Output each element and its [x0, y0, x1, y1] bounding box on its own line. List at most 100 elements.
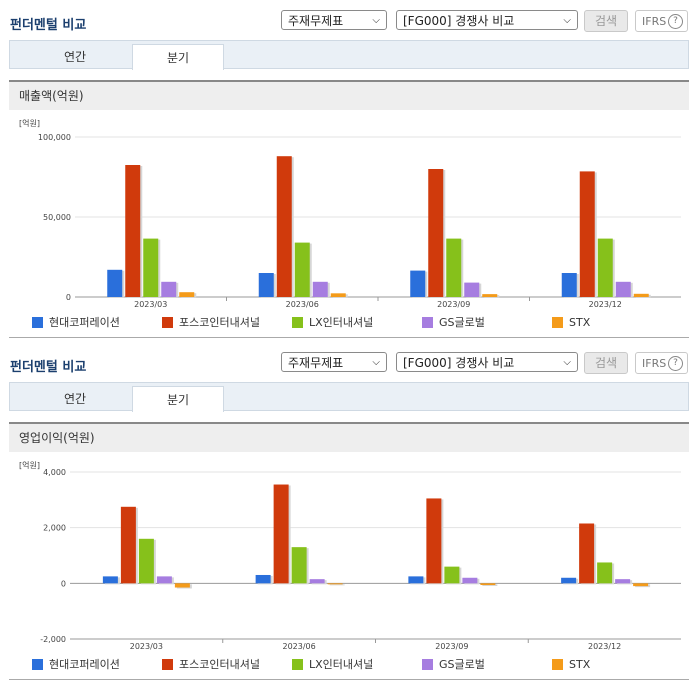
x-tick-label: 2023/03: [134, 300, 167, 309]
x-tick-label: 2023/06: [283, 642, 316, 651]
bar[interactable]: [125, 165, 141, 297]
bar[interactable]: [633, 293, 649, 297]
chart-legend: 현대코퍼레이션 포스코인터내셔널 LX인터내셔널 GS글로벌 STX: [9, 315, 689, 331]
legend-swatch: [32, 317, 43, 328]
bar[interactable]: [276, 156, 292, 297]
bar[interactable]: [179, 292, 195, 297]
bar[interactable]: [561, 273, 577, 297]
bar[interactable]: [579, 523, 595, 584]
x-tick-label: 2023/12: [589, 300, 622, 309]
statement-type-select[interactable]: 주재무제표 ⌵: [281, 10, 387, 30]
bar[interactable]: [426, 498, 442, 584]
x-tick-label: 2023/12: [588, 642, 621, 651]
operating-profit-chart-svg: [억원] -2,000 0 2,000 4,000 2023/03 2023/06 2023/…: [19, 460, 681, 651]
bar[interactable]: [102, 576, 118, 584]
bar[interactable]: [428, 169, 444, 297]
bar[interactable]: [633, 583, 649, 587]
legend-label: LX인터내셔널: [309, 658, 374, 671]
chart-title: 영업이익(억원): [9, 422, 689, 452]
y-tick-label: 50,000: [43, 213, 71, 222]
period-tabs: 연간 분기: [9, 382, 689, 412]
legend-label: STX: [569, 316, 591, 329]
statement-type-value: 주재무제표: [288, 356, 344, 370]
chart-title: 매출액(억원): [9, 80, 689, 110]
tab-quarterly[interactable]: 분기: [132, 44, 224, 70]
bar[interactable]: [597, 562, 613, 584]
y-tick-label: 100,000: [38, 133, 71, 142]
legend-label: 현대코퍼레이션: [49, 316, 120, 329]
bar[interactable]: [579, 171, 595, 297]
bar[interactable]: [174, 583, 190, 588]
ifrs-label: IFRS: [642, 357, 667, 370]
help-icon[interactable]: ?: [668, 356, 683, 371]
bar[interactable]: [410, 270, 426, 297]
peer-group-select[interactable]: [FG000] 경쟁사 비교 ⌵: [396, 352, 578, 372]
bar[interactable]: [444, 566, 460, 584]
bar[interactable]: [330, 293, 346, 297]
x-tick-label: 2023/09: [435, 642, 468, 651]
bar[interactable]: [255, 574, 271, 584]
legend-label: 포스코인터내셔널: [179, 658, 260, 671]
search-button[interactable]: 검색: [584, 10, 628, 32]
legend-swatch: [552, 317, 563, 328]
section-title: 펀더멘털 비교: [10, 360, 87, 375]
legend-swatch: [422, 317, 433, 328]
bar[interactable]: [107, 269, 123, 297]
sales-chart-svg: [억원] 0 50,000 100,000 2023/03 2023/06 2023/09 2…: [19, 118, 681, 309]
bar[interactable]: [464, 282, 480, 297]
bar[interactable]: [327, 583, 343, 585]
ifrs-label: IFRS: [642, 15, 667, 28]
bar[interactable]: [615, 281, 631, 297]
bar-shadow: [482, 584, 498, 587]
section-title: 펀더멘털 비교: [10, 18, 87, 33]
bar[interactable]: [294, 242, 310, 297]
bar[interactable]: [408, 576, 424, 584]
bar[interactable]: [143, 238, 159, 297]
fundamental-compare-section-sales: 펀더멘털 비교 주재무제표 ⌵ [FG000] 경쟁사 비교 ⌵ 검색 IFRS…: [9, 10, 689, 338]
tab-quarterly[interactable]: 분기: [132, 386, 224, 412]
chart-legend: 현대코퍼레이션 포스코인터내셔널 LX인터내셔널 GS글로벌 STX: [9, 657, 689, 673]
tab-annual[interactable]: 연간: [63, 392, 87, 406]
bar[interactable]: [291, 547, 307, 584]
chevron-down-icon: ⌵: [372, 357, 380, 368]
x-tick-label: 2023/09: [437, 300, 470, 309]
statement-type-select[interactable]: 주재무제표 ⌵: [281, 352, 387, 372]
bar[interactable]: [161, 281, 177, 297]
y-tick-label: 2,000: [43, 524, 66, 533]
help-icon[interactable]: ?: [668, 14, 683, 29]
bar[interactable]: [156, 576, 172, 584]
legend-label: STX: [569, 658, 591, 671]
tab-annual[interactable]: 연간: [63, 50, 87, 64]
legend-swatch: [552, 659, 563, 670]
peer-group-select[interactable]: [FG000] 경쟁사 비교 ⌵: [396, 10, 578, 30]
bar[interactable]: [309, 579, 325, 584]
y-tick-label: 4,000: [43, 468, 66, 477]
legend-swatch: [422, 659, 433, 670]
bar[interactable]: [597, 238, 613, 297]
bar[interactable]: [561, 577, 577, 584]
ifrs-button[interactable]: IFRS ?: [635, 10, 688, 32]
bar[interactable]: [480, 583, 496, 586]
bar[interactable]: [462, 577, 478, 584]
search-button[interactable]: 검색: [584, 352, 628, 374]
legend-label: GS글로벌: [439, 658, 485, 671]
peer-group-value: [FG000] 경쟁사 비교: [403, 14, 515, 28]
bar[interactable]: [312, 281, 328, 297]
bar[interactable]: [482, 294, 498, 297]
operating-profit-chart: [억원] -2,000 0 2,000 4,000 2023/03 2023/06 2023/…: [9, 452, 689, 680]
bar[interactable]: [138, 538, 154, 584]
fundamental-compare-section-operating-profit: 펀더멘털 비교 주재무제표 ⌵ [FG000] 경쟁사 비교 ⌵ 검색 IFRS…: [0, 342, 696, 684]
bar[interactable]: [258, 273, 274, 297]
bar[interactable]: [446, 238, 462, 297]
bar[interactable]: [120, 506, 136, 584]
bar-shadow: [329, 584, 345, 586]
y-tick-label: -2,000: [40, 635, 66, 644]
bar[interactable]: [273, 484, 289, 584]
legend-swatch: [162, 317, 173, 328]
bar[interactable]: [615, 579, 631, 584]
legend-label: LX인터내셔널: [309, 316, 374, 329]
period-tabs: 연간 분기: [9, 40, 689, 70]
sales-chart: [억원] 0 50,000 100,000 2023/03 2023/06 2023/09 2…: [9, 110, 689, 338]
y-tick-label: 0: [61, 579, 66, 588]
ifrs-button[interactable]: IFRS ?: [635, 352, 688, 374]
